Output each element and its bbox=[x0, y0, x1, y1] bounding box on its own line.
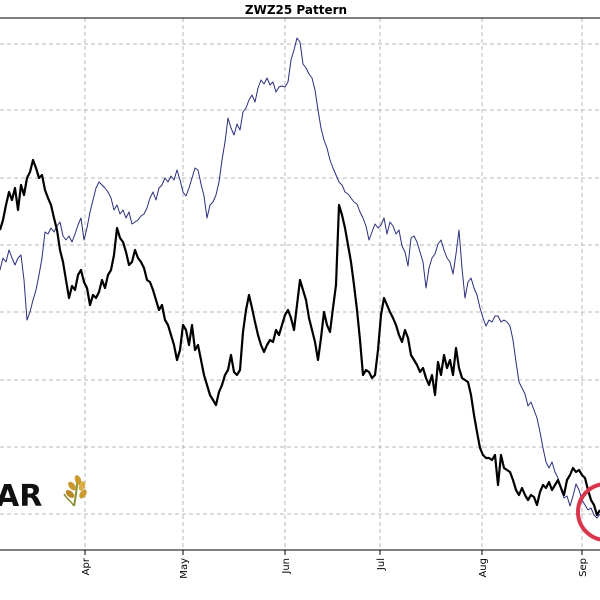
series-layer bbox=[0, 37, 600, 519]
x-tick-label: Jul bbox=[376, 558, 387, 571]
logo: AR bbox=[0, 475, 87, 514]
logo-text: AR bbox=[0, 479, 42, 514]
x-tick-labels: Apr May Jun Jul Aug Sep bbox=[81, 550, 589, 579]
chart-title: ZWZ25 Pattern bbox=[245, 3, 347, 17]
wheat-stalk-icon bbox=[63, 475, 87, 507]
highlight-circle-icon bbox=[576, 482, 600, 542]
x-tick-label: Aug bbox=[478, 558, 489, 578]
x-tick-label: Jun bbox=[281, 558, 292, 575]
x-tick-label: Apr bbox=[81, 557, 92, 575]
x-tick-label: May bbox=[179, 558, 190, 579]
series-line-blue bbox=[0, 37, 600, 519]
x-tick-label: Sep bbox=[578, 558, 589, 577]
series-line-black bbox=[0, 158, 600, 517]
